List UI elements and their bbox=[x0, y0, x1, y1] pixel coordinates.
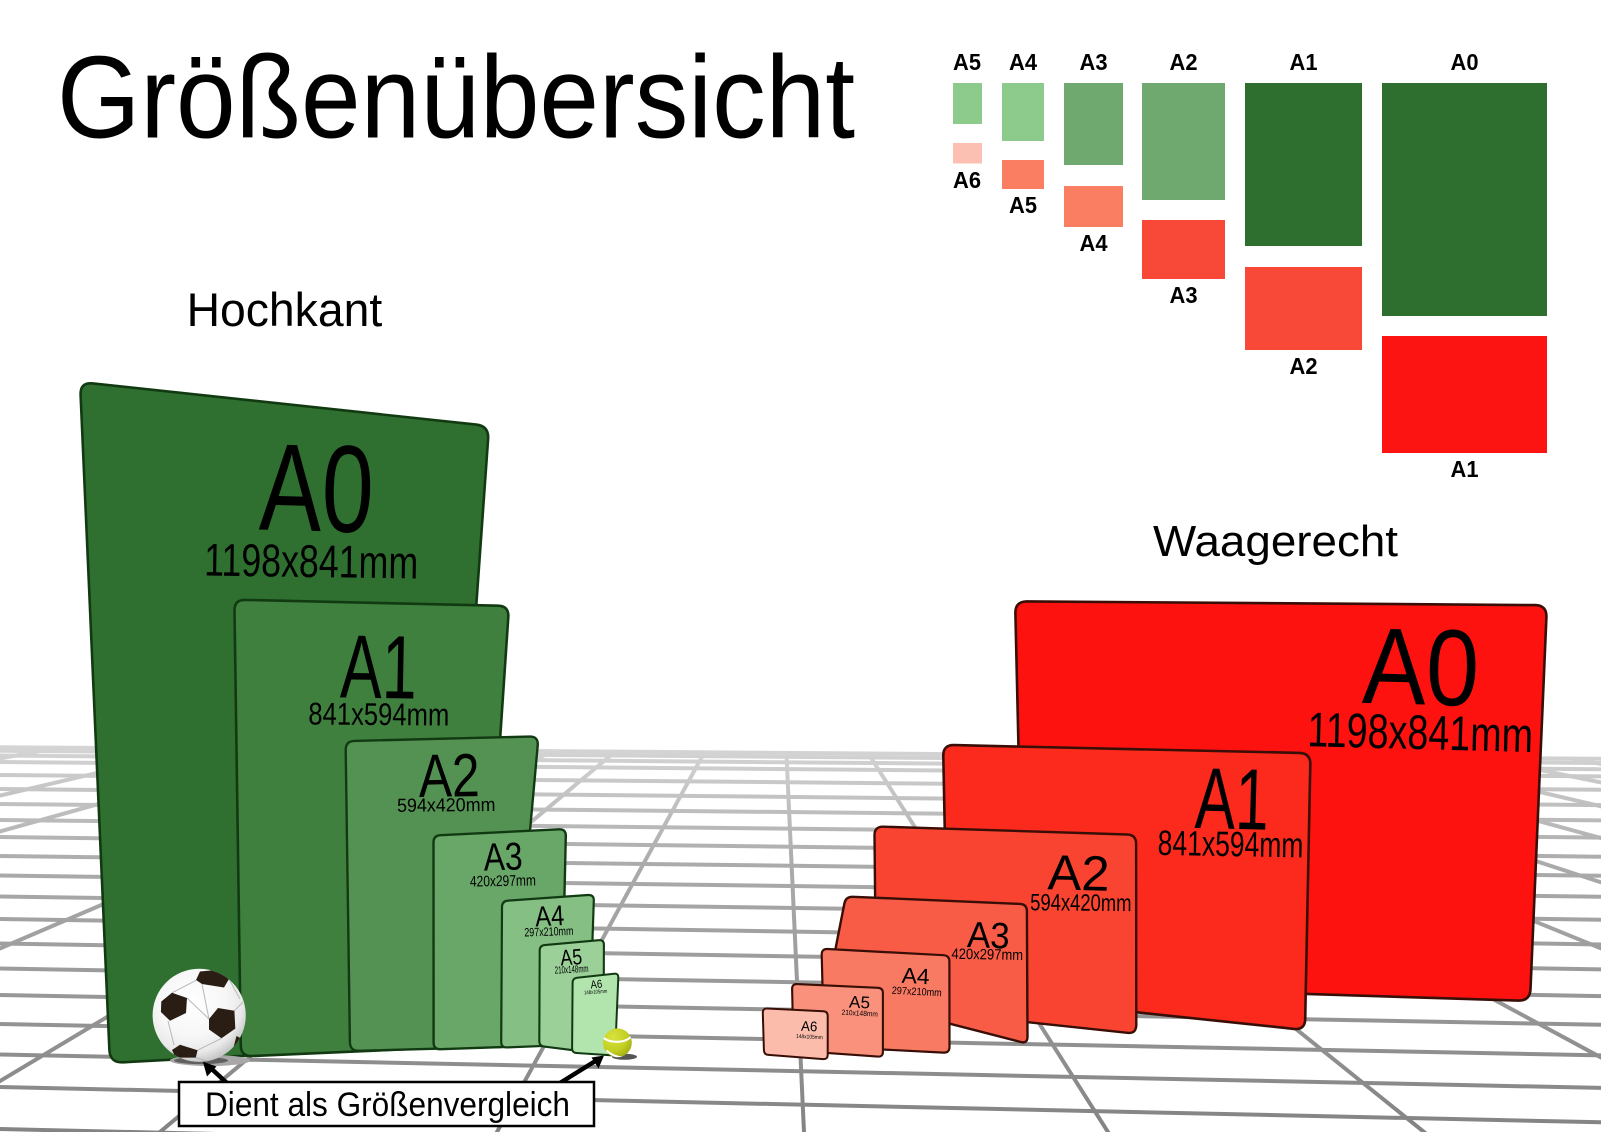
svg-text:A3: A3 bbox=[1080, 49, 1108, 75]
svg-text:A3: A3 bbox=[1170, 282, 1198, 308]
svg-text:210x148mm: 210x148mm bbox=[841, 1008, 878, 1019]
svg-text:297x210mm: 297x210mm bbox=[524, 924, 574, 940]
svg-text:1198x841mm: 1198x841mm bbox=[1307, 703, 1534, 763]
svg-text:420x297mm: 420x297mm bbox=[470, 872, 536, 890]
svg-text:420x297mm: 420x297mm bbox=[951, 946, 1023, 964]
svg-text:A0: A0 bbox=[1451, 49, 1479, 75]
svg-text:Dient als Größenvergleich: Dient als Größenvergleich bbox=[205, 1086, 570, 1124]
svg-text:A6: A6 bbox=[801, 1018, 818, 1035]
svg-text:A1: A1 bbox=[1451, 456, 1479, 482]
svg-text:A4: A4 bbox=[1009, 49, 1037, 75]
svg-text:Größenübersicht: Größenübersicht bbox=[57, 32, 855, 163]
svg-text:841x594mm: 841x594mm bbox=[1157, 824, 1303, 866]
svg-text:1198x841mm: 1198x841mm bbox=[204, 534, 419, 589]
svg-text:A6: A6 bbox=[953, 167, 981, 193]
svg-text:Hochkant: Hochkant bbox=[187, 283, 383, 336]
svg-text:594x420mm: 594x420mm bbox=[397, 795, 496, 817]
svg-text:210x148mm: 210x148mm bbox=[555, 964, 589, 977]
svg-text:A5: A5 bbox=[953, 49, 981, 75]
svg-text:594x420mm: 594x420mm bbox=[1030, 890, 1132, 917]
svg-text:A2: A2 bbox=[1290, 353, 1318, 379]
svg-text:A4: A4 bbox=[1080, 230, 1108, 256]
svg-text:Waagerecht: Waagerecht bbox=[1153, 518, 1398, 566]
svg-text:841x594mm: 841x594mm bbox=[308, 696, 449, 732]
svg-text:A1: A1 bbox=[1290, 49, 1318, 75]
svg-text:A2: A2 bbox=[1170, 49, 1198, 75]
svg-text:A5: A5 bbox=[1009, 192, 1037, 218]
